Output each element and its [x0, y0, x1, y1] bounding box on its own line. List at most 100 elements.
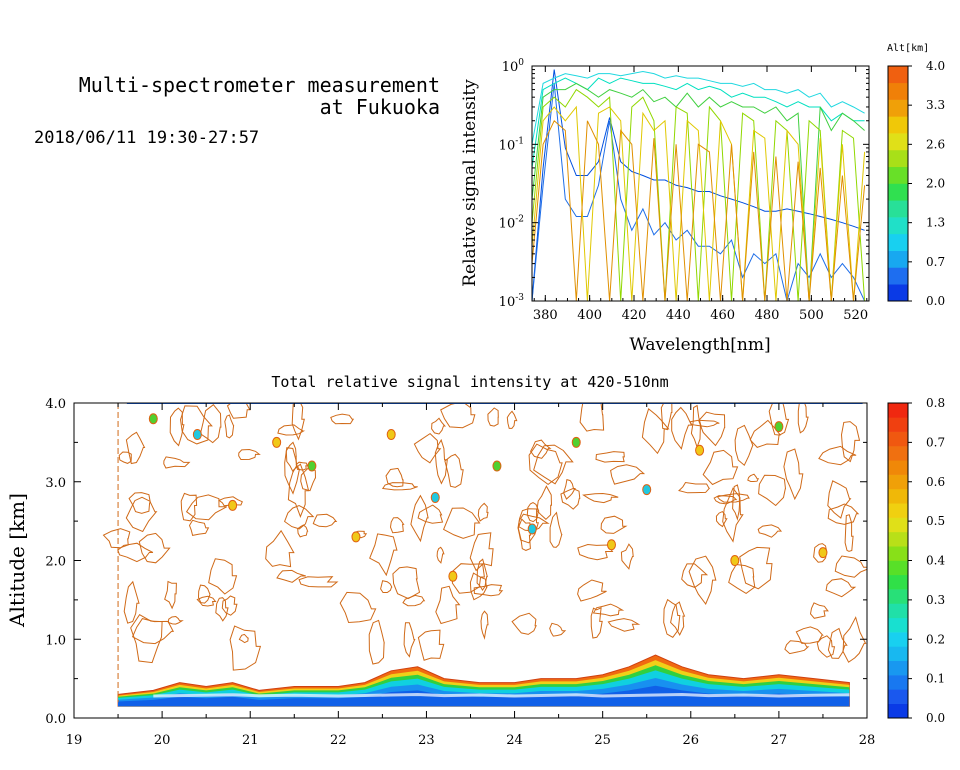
- cloud-contour: [138, 532, 171, 564]
- cloud-contour: [167, 615, 184, 625]
- cloud-contour: [298, 576, 339, 588]
- heatmap-x-tick-label: 26: [683, 733, 700, 748]
- cloud-contour: [179, 405, 213, 445]
- cloud-patch: [386, 429, 396, 440]
- intensity-colorbar-segment: [888, 445, 908, 461]
- cloud-contour: [715, 510, 728, 528]
- cloud-contour: [840, 421, 861, 463]
- intensity-colorbar-tick-label: 0.8: [926, 396, 945, 410]
- cloud-contour: [607, 618, 641, 632]
- cloud-contour: [716, 493, 750, 503]
- intensity-colorbar-segment: [888, 574, 908, 590]
- cloud-contour: [277, 424, 306, 436]
- cloud-contour: [369, 533, 398, 577]
- cloud-contour: [713, 495, 738, 505]
- cloud-contour: [560, 487, 581, 510]
- cloud-contour: [402, 594, 426, 607]
- cloud-contour: [221, 595, 238, 616]
- cloud-contour: [469, 532, 494, 572]
- cloud-contour: [579, 403, 605, 432]
- cloud-contour: [577, 579, 607, 602]
- intensity-colorbar-segment: [888, 431, 908, 447]
- cloud-contour: [827, 503, 860, 525]
- cloud-patch: [430, 492, 440, 503]
- spectrum-x-tick-label: 420: [622, 308, 647, 323]
- cloud-contour: [563, 478, 576, 500]
- cloud-contour: [180, 492, 198, 522]
- spectrum-x-tick-label: 520: [843, 308, 868, 323]
- cloud-contour: [825, 578, 857, 598]
- spectrum-chart: 380 400 420 440 460 480 500 520 100 10-1 10-2 10-3…: [460, 58, 870, 355]
- spectrum-x-tick-label: 500: [799, 308, 824, 323]
- heatmap-x-tick-label: 27: [771, 733, 788, 748]
- altitude-colorbar-segment: [888, 82, 908, 100]
- altitude-colorbar-segment: [888, 284, 908, 302]
- intensity-colorbar-segment: [888, 689, 908, 704]
- cloud-contour: [130, 614, 163, 664]
- cloud-contour: [229, 625, 262, 671]
- cloud-patch: [642, 484, 652, 496]
- spectrum-series-7: [532, 119, 866, 301]
- altitude-colorbar-tick-label: 4.0: [926, 59, 945, 73]
- spectrum-series-3: [532, 70, 865, 145]
- cloud-contour: [473, 584, 504, 597]
- cloud-contour: [442, 507, 481, 539]
- cloud-contour: [330, 413, 355, 425]
- altitude-colorbar-tick-label: 0.0: [926, 294, 945, 308]
- cloud-contour: [660, 403, 673, 431]
- spectrum-y-tick-label: 10-2: [499, 215, 524, 232]
- cloud-contour: [549, 511, 563, 548]
- intensity-colorbar-tick-label: 0.4: [926, 554, 945, 568]
- altitude-colorbar-tick-label: 2.6: [926, 137, 945, 151]
- cloud-patch: [527, 523, 537, 535]
- intensity-colorbar-segment: [888, 589, 908, 604]
- cloud-patch: [448, 570, 458, 582]
- heatmap-x-tick-label: 28: [859, 733, 876, 748]
- intensity-colorbar-segment: [888, 517, 908, 533]
- heatmap-y-tick-label: 2.0: [45, 555, 66, 570]
- altitude-colorbar-segment: [888, 99, 908, 117]
- cloud-contour: [265, 529, 295, 568]
- cloud-contour: [809, 602, 829, 619]
- cloud-contour: [818, 445, 857, 466]
- heatmap-x-tick-label: 20: [154, 733, 171, 748]
- cloud-contour: [287, 463, 310, 518]
- intensity-colorbar-segment: [888, 531, 908, 547]
- intensity-colorbar-segment: [888, 474, 908, 490]
- cloud-contour: [410, 494, 429, 543]
- cloud-contour: [238, 633, 249, 644]
- cloud-contour: [702, 449, 739, 486]
- altitude-colorbar-segment: [888, 217, 908, 235]
- cloud-contour: [123, 580, 140, 624]
- cloud-contour: [641, 408, 670, 455]
- heatmap-x-tick-label: 22: [330, 733, 347, 748]
- cloud-patch: [818, 547, 828, 559]
- cloud-patch: [774, 421, 784, 433]
- cloud-contour: [339, 591, 377, 624]
- cloud-patch: [492, 460, 502, 472]
- spectrum-x-tick-label: 460: [710, 308, 735, 323]
- cloud-contour: [389, 517, 405, 534]
- cloud-patch: [272, 436, 282, 448]
- cloud-contour: [582, 492, 619, 504]
- cloud-contour: [434, 438, 448, 485]
- boundary-layer-gap: [153, 692, 850, 698]
- boundary-layer-band-5: [118, 685, 850, 707]
- cloud-contour: [600, 515, 628, 534]
- cloud-contour: [169, 407, 185, 447]
- intensity-colorbar-segment: [888, 546, 908, 561]
- cloud-contour: [747, 473, 760, 482]
- cloud-patch: [192, 429, 202, 440]
- intensity-colorbar-segment: [888, 417, 908, 432]
- cloud-contour: [671, 406, 693, 450]
- cloud-contour: [536, 485, 553, 520]
- cloud-contour: [380, 580, 393, 593]
- intensity-colorbar-tick-label: 0.2: [926, 632, 945, 646]
- spectrum-y-tick-label: 10-3: [499, 293, 525, 310]
- spectrum-y-tick-label: 10-1: [499, 136, 524, 153]
- cloud-contour: [663, 598, 681, 638]
- cloud-contour: [595, 451, 625, 463]
- heatmap-y-tick-label: 1.0: [45, 633, 66, 648]
- intensity-colorbar-segment: [888, 675, 908, 690]
- cloud-patch: [730, 555, 740, 566]
